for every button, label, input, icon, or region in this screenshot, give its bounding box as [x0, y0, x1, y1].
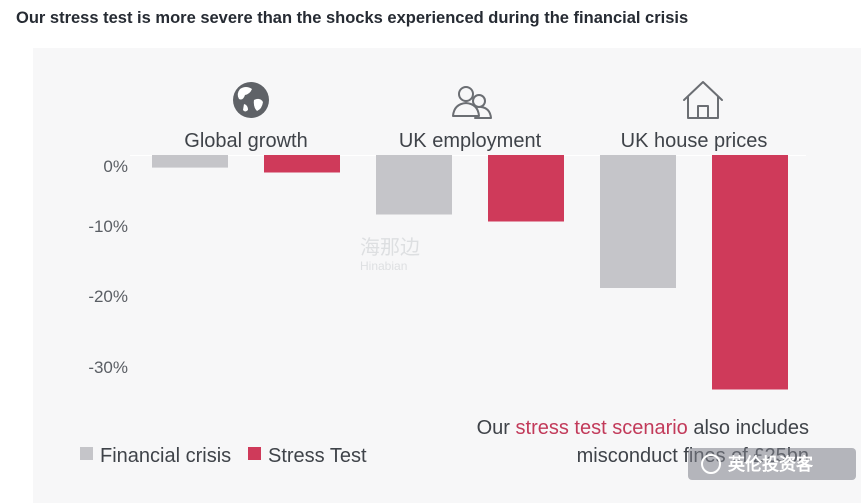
bar-financial-crisis-global-growth — [152, 155, 228, 168]
bar-stress-test-uk-house-prices — [712, 155, 788, 390]
globe-icon — [233, 82, 269, 118]
y-tick-label-minus-30: -30% — [88, 358, 128, 377]
bar-financial-crisis-uk-employment — [376, 155, 452, 215]
note-highlight: stress test scenario — [516, 417, 688, 439]
category-label-global-growth: Global growth — [184, 130, 307, 152]
note-line-1: Our stress test scenario also includes — [477, 417, 809, 439]
watermark-en: Hinabian — [360, 259, 407, 273]
chart-title: Our stress test is more severe than the … — [16, 9, 689, 27]
note-suffix: also includes — [688, 417, 809, 439]
bar-stress-test-uk-employment — [488, 155, 564, 222]
account-badge: 英伦投资客 — [688, 448, 856, 480]
watermark: 海那边 Hinabian — [360, 236, 420, 273]
category-label-uk-employment: UK employment — [399, 130, 542, 152]
legend-label-stress-test: Stress Test — [268, 445, 367, 467]
y-tick-label-0: 0% — [103, 157, 128, 176]
chat-icon — [701, 454, 721, 474]
bar-stress-test-global-growth — [264, 155, 340, 173]
watermark-cn: 海那边 — [360, 236, 420, 259]
badge-label: 英伦投资客 — [728, 454, 814, 474]
category-label-uk-house-prices: UK house prices — [621, 130, 768, 152]
people-icon — [452, 86, 492, 119]
house-icon — [683, 81, 723, 119]
legend-swatch-stress-test — [248, 447, 261, 460]
badge-background — [688, 448, 856, 480]
y-tick-label-minus-10: -10% — [88, 217, 128, 236]
legend-label-financial-crisis: Financial crisis — [100, 445, 231, 467]
legend-swatch-financial-crisis — [80, 447, 93, 460]
note-prefix: Our — [477, 417, 516, 439]
bar-financial-crisis-uk-house-prices — [600, 155, 676, 288]
y-tick-label-minus-20: -20% — [88, 287, 128, 306]
bar-group — [152, 155, 788, 390]
